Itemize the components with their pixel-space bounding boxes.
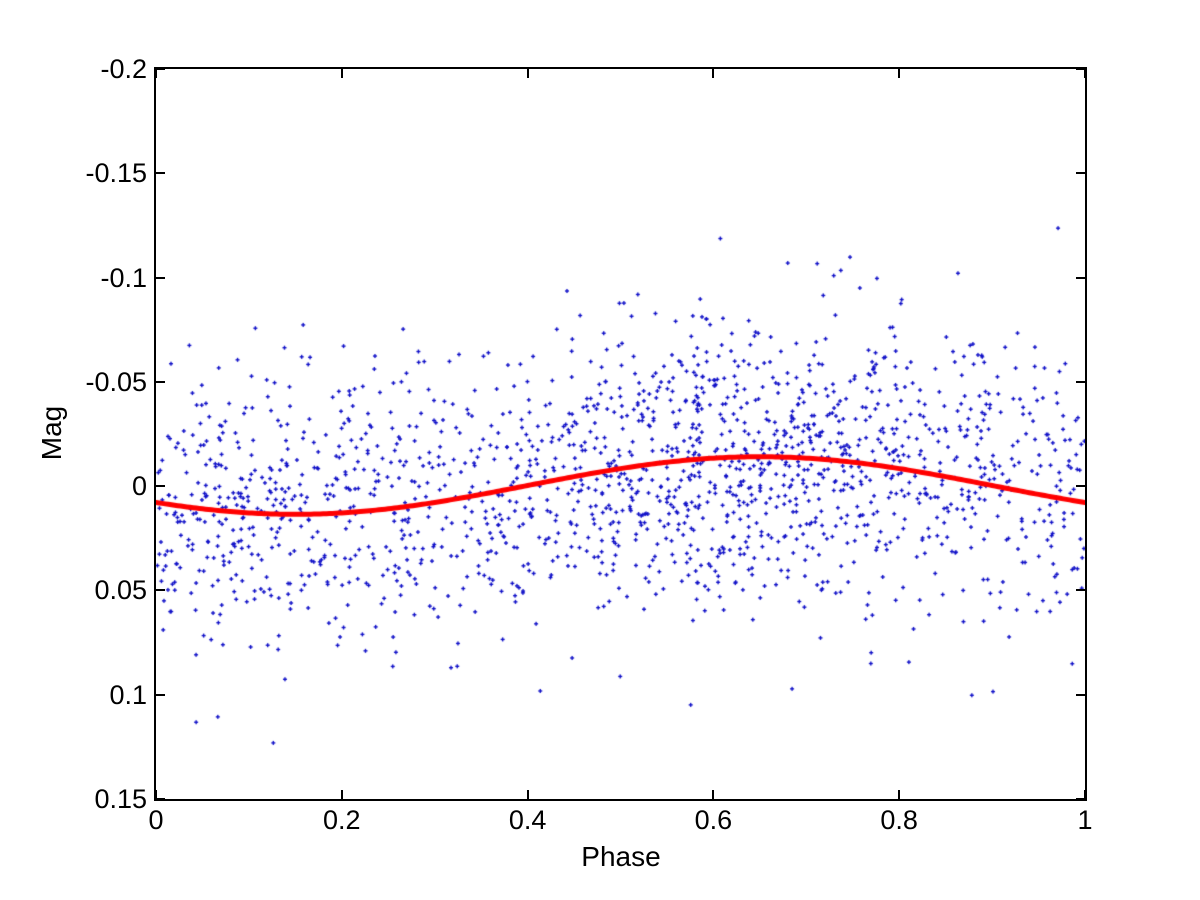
x-tick-mark: [1084, 790, 1086, 799]
y-tick-mark: [156, 693, 165, 696]
y-tick-mark: [156, 589, 165, 592]
y-tick-mark: [1076, 380, 1085, 383]
x-tick-mark: [712, 790, 715, 799]
x-tick-label: 1: [1077, 805, 1093, 835]
y-tick-mark: [1076, 172, 1085, 175]
y-tick-mark: [156, 485, 165, 488]
y-tick-mark: [156, 276, 165, 279]
plot-area: [154, 67, 1087, 801]
y-tick-label: -0.1: [100, 262, 147, 293]
x-tick-label: 0.8: [880, 805, 918, 835]
scatter-canvas: [156, 69, 1085, 799]
x-tick-mark: [526, 790, 529, 799]
x-tick-mark: [155, 790, 157, 799]
y-tick-label: 0: [131, 471, 147, 502]
x-tick-mark: [340, 790, 343, 799]
y-tick-label: -0.2: [100, 54, 147, 84]
x-tick-label: 0: [148, 805, 164, 835]
x-tick-mark: [898, 790, 901, 799]
x-tick-label: 0.6: [694, 805, 733, 835]
y-tick-mark: [156, 172, 165, 175]
x-tick-mark: [1084, 69, 1086, 78]
y-tick-mark: [156, 380, 165, 383]
y-tick-mark: [156, 798, 165, 800]
y-tick-mark: [1076, 693, 1085, 696]
x-tick-mark: [155, 69, 157, 78]
y-tick-mark: [156, 68, 165, 70]
y-tick-label: 0.1: [109, 679, 147, 710]
y-tick-label: 0.15: [94, 784, 147, 814]
x-tick-mark: [526, 69, 529, 78]
y-axis-title: Mag: [36, 405, 67, 461]
x-tick-mark: [712, 69, 715, 78]
y-tick-mark: [1076, 589, 1085, 592]
y-tick-label: 0.05: [94, 575, 147, 606]
y-tick-label: -0.15: [85, 158, 147, 189]
y-tick-mark: [1076, 485, 1085, 488]
x-tick-label: 0.4: [508, 805, 547, 835]
y-tick-label: -0.05: [85, 366, 147, 397]
x-tick-label: 0.2: [323, 805, 361, 835]
y-tick-mark: [1076, 276, 1085, 279]
x-axis-title: Phase: [581, 841, 661, 872]
x-tick-mark: [898, 69, 901, 78]
x-tick-mark: [340, 69, 343, 78]
y-tick-mark: [1076, 68, 1085, 70]
y-tick-mark: [1076, 798, 1085, 800]
